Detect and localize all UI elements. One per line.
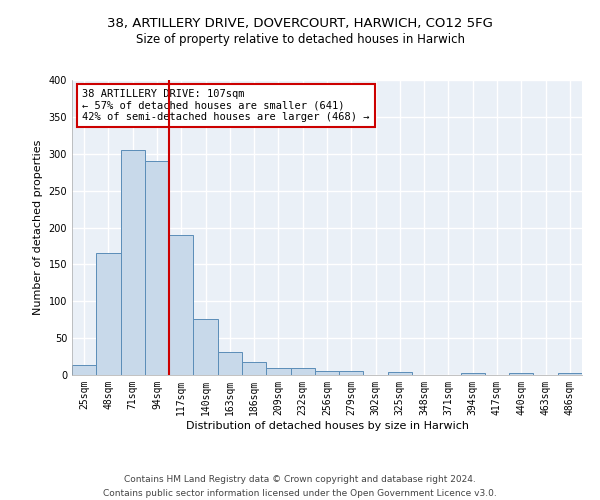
Bar (145, 161, 169, 375)
Bar (121, 150, 145, 375)
Bar (72, 364, 96, 375)
Text: Size of property relative to detached houses in Harwich: Size of property relative to detached ho… (136, 32, 464, 46)
Bar (388, 372, 412, 375)
Text: Contains HM Land Registry data © Crown copyright and database right 2024.
Contai: Contains HM Land Registry data © Crown c… (103, 476, 497, 498)
Bar (169, 235, 193, 375)
X-axis label: Distribution of detached houses by size in Harwich: Distribution of detached houses by size … (185, 420, 469, 430)
Bar (96, 252, 121, 375)
Bar (242, 362, 266, 375)
Text: 38 ARTILLERY DRIVE: 107sqm
← 57% of detached houses are smaller (641)
42% of sem: 38 ARTILLERY DRIVE: 107sqm ← 57% of deta… (82, 89, 370, 122)
Text: 38, ARTILLERY DRIVE, DOVERCOURT, HARWICH, CO12 5FG: 38, ARTILLERY DRIVE, DOVERCOURT, HARWICH… (107, 18, 493, 30)
Bar (509, 373, 533, 375)
Bar (315, 372, 339, 375)
Bar (290, 368, 315, 375)
Bar (461, 373, 485, 375)
Bar (218, 352, 242, 375)
Bar (193, 319, 218, 375)
Bar (266, 368, 290, 375)
Y-axis label: Number of detached properties: Number of detached properties (33, 140, 43, 315)
Bar (558, 373, 582, 375)
Bar (339, 372, 364, 375)
